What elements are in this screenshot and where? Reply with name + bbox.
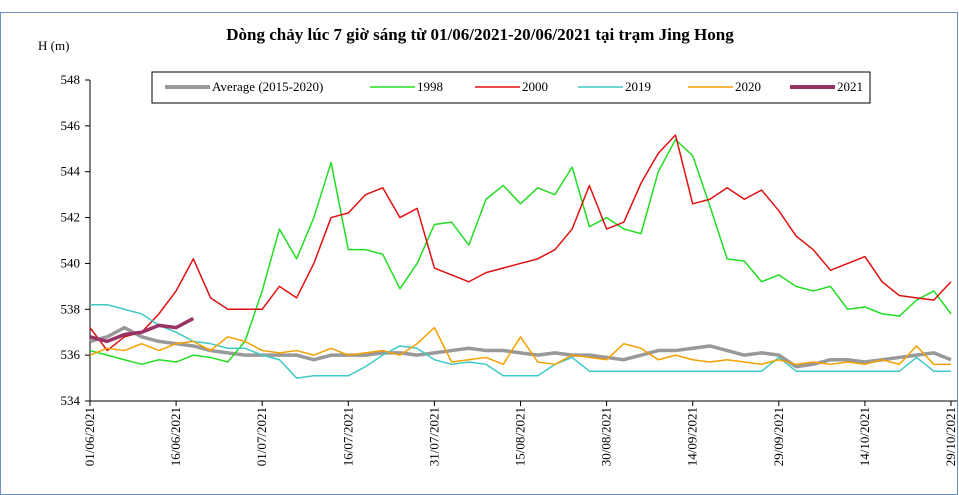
legend-label: 2019 [625, 79, 651, 94]
x-tick-label: 16/07/2021 [340, 407, 355, 466]
y-tick-label: 546 [61, 118, 81, 133]
series-line [89, 325, 952, 369]
legend-label: Average (2015-2020) [212, 79, 323, 94]
x-tick-label: 31/07/2021 [426, 407, 441, 466]
x-tick-label: 30/08/2021 [599, 407, 614, 466]
x-tick-label: 29/09/2021 [771, 407, 786, 466]
y-tick-label: 536 [61, 347, 81, 362]
legend-label: 2020 [735, 79, 761, 94]
series-line [90, 303, 951, 379]
series-line [89, 138, 952, 366]
x-tick-label: 15/08/2021 [513, 407, 528, 466]
y-axis-label: H (m) [38, 38, 69, 53]
y-tick-label: 548 [61, 72, 81, 87]
series-line [89, 134, 952, 352]
x-tick-label: 16/06/2021 [168, 407, 183, 466]
y-tick-label: 544 [61, 164, 81, 179]
legend: Average (2015-2020) 1998 2000 2019 2020 2021 [151, 71, 871, 104]
x-tick-label: 29/10/2021 [943, 407, 958, 466]
legend-label: 1998 [417, 79, 443, 94]
series-line [89, 316, 195, 344]
y-tick-label: 540 [61, 255, 81, 270]
legend-label: 2000 [522, 79, 548, 94]
x-tick-label: 01/07/2021 [254, 407, 269, 466]
series-line [89, 326, 951, 366]
x-tick-label: 01/06/2021 [82, 407, 97, 466]
chart-title: Dòng chảy lúc 7 giờ sáng từ 01/06/2021-2… [226, 25, 734, 44]
x-tick-label: 14/09/2021 [685, 407, 700, 466]
y-tick-label: 538 [61, 301, 81, 316]
x-tick-label: 14/10/2021 [857, 407, 872, 466]
y-tick-label: 534 [61, 393, 81, 408]
legend-label: 2021 [837, 79, 863, 94]
y-tick-label: 542 [61, 210, 81, 225]
